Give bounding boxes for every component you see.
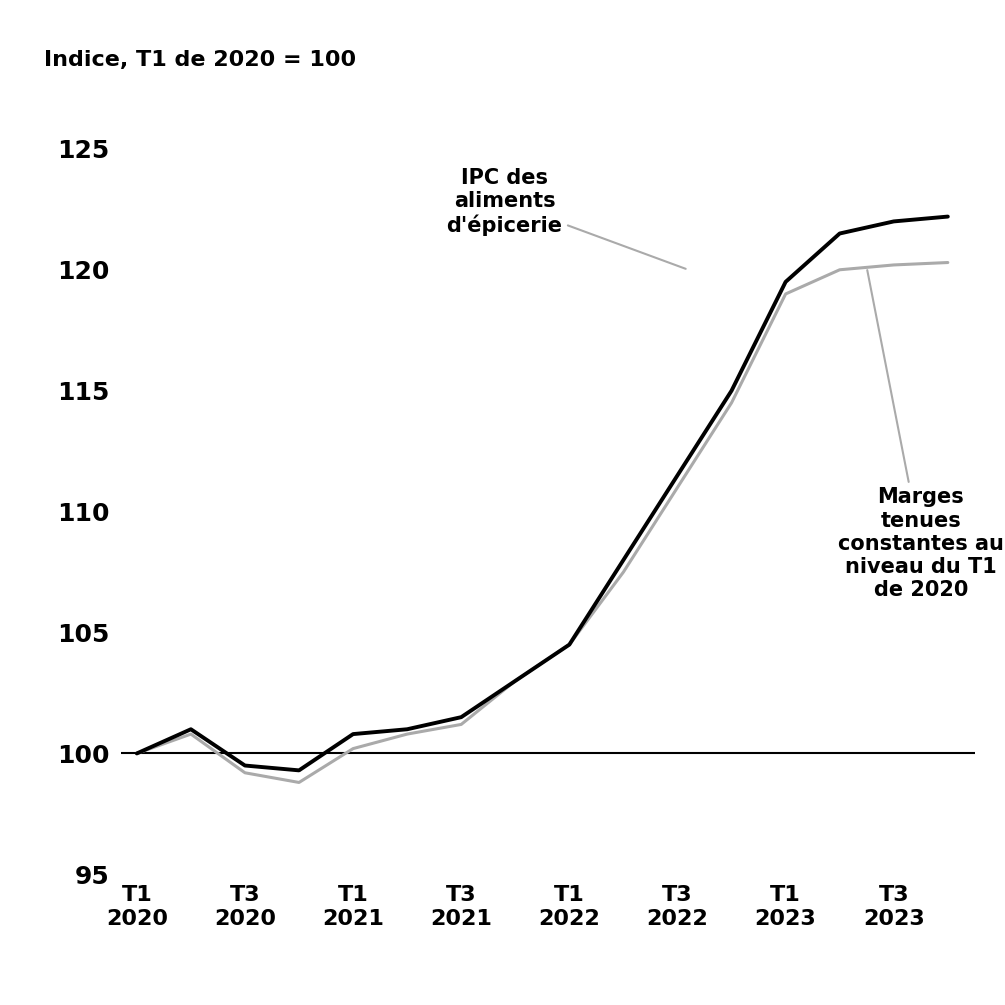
Text: IPC des
aliments
d'épicerie: IPC des aliments d'épicerie xyxy=(446,168,685,268)
Text: Indice, T1 de 2020 = 100: Indice, T1 de 2020 = 100 xyxy=(44,49,356,69)
Text: Marges
tenues
constantes au
niveau du T1
de 2020: Marges tenues constantes au niveau du T1… xyxy=(838,270,1004,600)
